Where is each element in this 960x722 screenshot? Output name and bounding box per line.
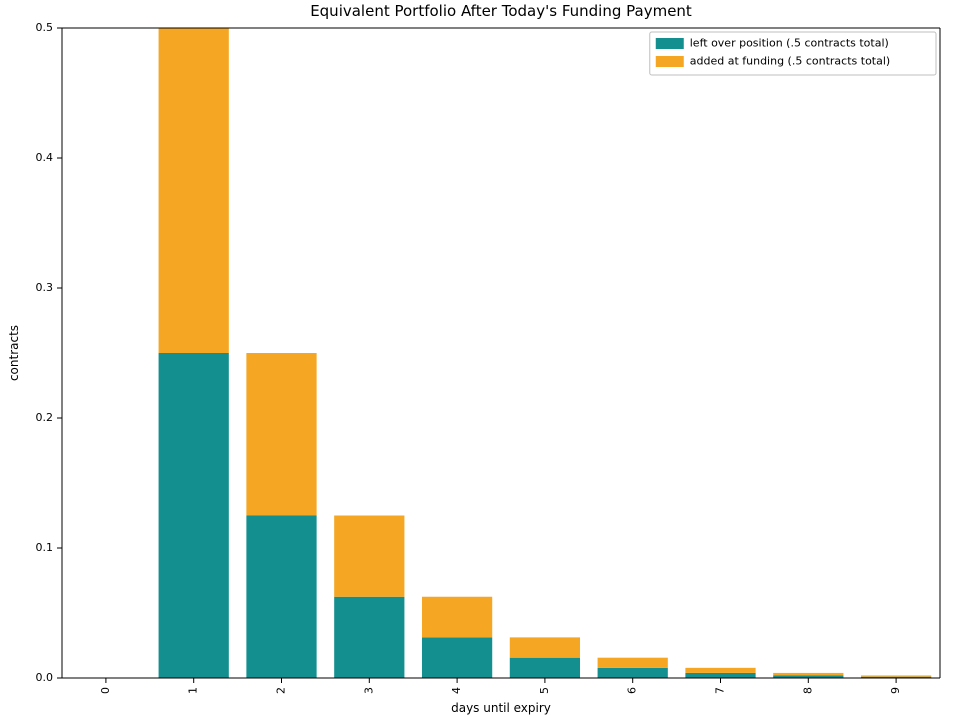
bar-segment bbox=[685, 668, 755, 673]
xtick-label: 9 bbox=[889, 687, 902, 694]
xtick-label: 6 bbox=[626, 687, 639, 694]
ytick-label: 0.1 bbox=[36, 541, 54, 554]
bar-segment bbox=[685, 673, 755, 678]
ytick-label: 0.2 bbox=[36, 411, 54, 424]
legend-swatch bbox=[656, 38, 684, 49]
bar-segment bbox=[861, 675, 931, 676]
bar-segment bbox=[422, 597, 492, 638]
chart-title: Equivalent Portfolio After Today's Fundi… bbox=[310, 2, 692, 20]
xtick-label: 7 bbox=[714, 687, 727, 694]
xtick-label: 2 bbox=[275, 687, 288, 694]
xtick-label: 1 bbox=[187, 687, 200, 694]
ytick-label: 0.3 bbox=[36, 281, 54, 294]
xtick-label: 0 bbox=[99, 687, 112, 694]
legend-label: added at funding (.5 contracts total) bbox=[690, 55, 890, 68]
bar-segment bbox=[159, 353, 229, 678]
ylabel: contracts bbox=[7, 325, 21, 381]
bar-segment bbox=[246, 516, 316, 679]
legend: left over position (.5 contracts total) a… bbox=[650, 32, 936, 75]
legend-swatch bbox=[656, 56, 684, 67]
ytick-label: 0.5 bbox=[36, 21, 54, 34]
chart-container: 0.0 0.1 0.2 0.3 0.4 0.5 0 1 2 3 4 5 6 7 8 9 days until e… bbox=[0, 0, 960, 722]
xtick-label: 5 bbox=[538, 687, 551, 694]
xlabel: days until expiry bbox=[451, 701, 551, 715]
legend-label: left over position (.5 contracts total) bbox=[690, 37, 889, 50]
chart-svg: 0.0 0.1 0.2 0.3 0.4 0.5 0 1 2 3 4 5 6 7 8 9 days until e… bbox=[0, 0, 960, 722]
bar-segment bbox=[334, 516, 404, 597]
bar-segment bbox=[334, 597, 404, 678]
ytick-label: 0.4 bbox=[36, 151, 54, 164]
bar-segment bbox=[422, 637, 492, 678]
xtick-label: 8 bbox=[801, 687, 814, 694]
bar-segment bbox=[598, 668, 668, 678]
bar-segment bbox=[159, 28, 229, 353]
xtick-label: 4 bbox=[450, 687, 463, 694]
bar-segment bbox=[246, 353, 316, 516]
bar-segment bbox=[773, 673, 843, 676]
ytick-label: 0.0 bbox=[36, 671, 54, 684]
xtick-label: 3 bbox=[362, 687, 375, 694]
bar-segment bbox=[510, 637, 580, 657]
bar-segment bbox=[598, 658, 668, 668]
bar-segment bbox=[510, 658, 580, 678]
